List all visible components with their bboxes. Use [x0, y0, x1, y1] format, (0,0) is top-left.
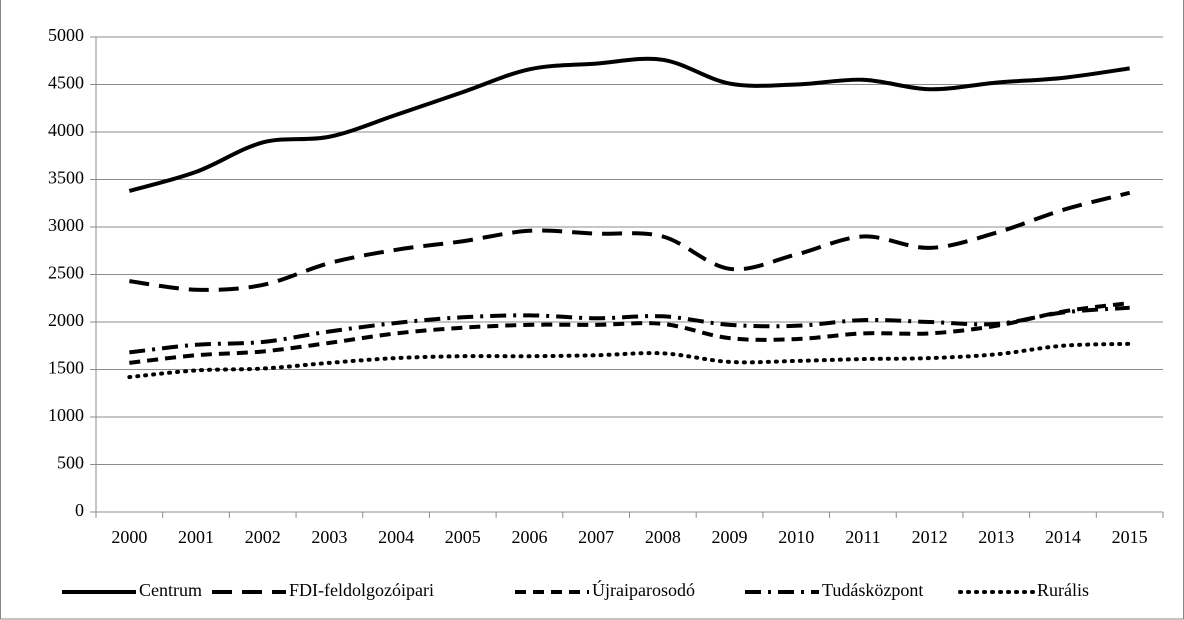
- x-tick-label: 2004: [378, 527, 414, 547]
- y-tick-label: 4500: [48, 73, 84, 93]
- y-tick-label: 1000: [48, 405, 84, 425]
- x-tick-label: 2007: [578, 527, 614, 547]
- y-tick-label: 1500: [48, 358, 84, 378]
- x-tick-label: 2002: [245, 527, 281, 547]
- series-line: [129, 301, 1130, 365]
- x-tick-label: 2012: [912, 527, 948, 547]
- x-tick-label: 2003: [311, 527, 347, 547]
- x-tick-label: 2015: [1112, 527, 1148, 547]
- y-tick-label: 2000: [48, 310, 84, 330]
- y-tick-label: 2500: [48, 263, 84, 283]
- series-line: [127, 341, 1132, 380]
- y-tick-label: 3500: [48, 168, 84, 188]
- x-tick-label: 2000: [111, 527, 147, 547]
- legend-label: Tudásközpont: [822, 580, 923, 600]
- x-tick-label: 2005: [445, 527, 481, 547]
- legend-label: FDI-feldolgozóipari: [289, 580, 434, 600]
- series-line: [129, 305, 1130, 355]
- y-tick-label: 500: [57, 453, 84, 473]
- x-tick-label: 2006: [511, 527, 547, 547]
- legend-label: Újraiparosodó: [592, 579, 695, 600]
- x-tick-label: 2008: [645, 527, 681, 547]
- x-tick-label: 2014: [1045, 527, 1081, 547]
- series-line: [129, 190, 1131, 292]
- y-tick-label: 5000: [48, 25, 84, 45]
- legend-label: Rurális: [1037, 580, 1089, 600]
- x-tick-label: 2013: [978, 527, 1014, 547]
- y-tick-label: 3000: [48, 215, 84, 235]
- y-tick-label: 4000: [48, 120, 84, 140]
- x-tick-label: 2009: [712, 527, 748, 547]
- legend-label: Centrum: [139, 580, 202, 600]
- x-tick-label: 2001: [178, 527, 214, 547]
- y-tick-label: 0: [75, 500, 84, 520]
- x-tick-label: 2010: [778, 527, 814, 547]
- x-tick-label: 2011: [845, 527, 880, 547]
- series-line: [128, 56, 1130, 193]
